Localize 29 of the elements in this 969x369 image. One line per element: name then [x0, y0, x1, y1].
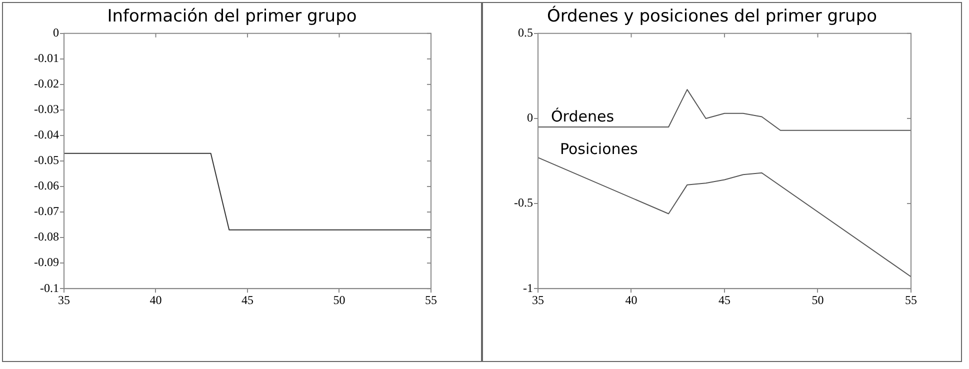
x-tick-label: 45: [242, 292, 254, 307]
y-tick-label: -1: [522, 280, 533, 295]
chart-title: Información del primer grupo: [107, 6, 357, 27]
x-tick-label: 55: [425, 292, 437, 307]
y-tick-label: 0: [52, 26, 59, 40]
x-tick-label: 50: [333, 292, 346, 307]
x-tick-label: 35: [532, 292, 544, 307]
x-tick-label: 50: [812, 292, 824, 307]
y-tick-label: -0.02: [34, 76, 59, 91]
x-tick-label: 45: [718, 292, 730, 307]
y-tick-label: -0.5: [514, 196, 533, 210]
y-tick-label: -0.08: [34, 230, 59, 244]
series-label: Órdenes: [550, 107, 614, 126]
x-tick-label: 55: [905, 292, 917, 307]
y-tick-label: -0.03: [34, 102, 59, 116]
y-tick-label: -0.05: [34, 153, 59, 168]
series-label: Posiciones: [560, 140, 638, 158]
y-tick-label: 0.5: [518, 26, 533, 40]
y-tick-label: -0.01: [34, 51, 59, 66]
y-tick-label: -0.07: [34, 204, 59, 218]
y-tick-label: 0: [526, 110, 533, 125]
y-tick-label: -0.04: [34, 128, 59, 142]
y-tick-label: -0.06: [34, 178, 59, 193]
x-tick-label: 40: [625, 292, 638, 307]
y-tick-label: -0.09: [34, 255, 59, 270]
chart-title: Órdenes y posiciones del primer grupo: [546, 6, 878, 27]
x-tick-label: 40: [150, 292, 162, 307]
x-tick-label: 35: [58, 292, 70, 307]
y-tick-label: -0.1: [40, 280, 59, 295]
